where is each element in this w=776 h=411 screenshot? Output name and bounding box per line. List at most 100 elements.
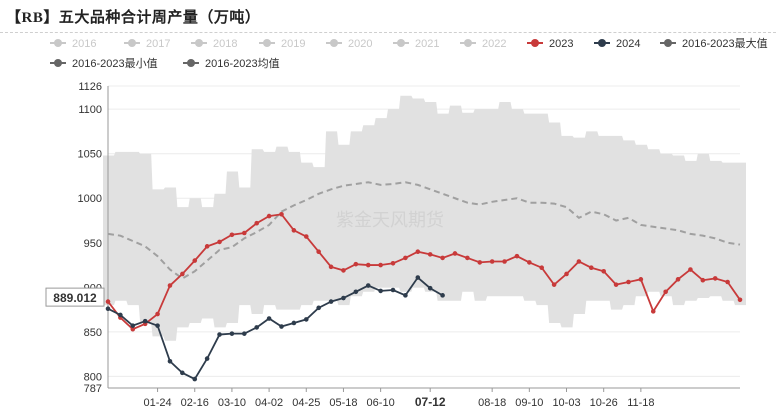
data-point-2023[interactable] (712, 276, 718, 281)
legend-item-2020[interactable]: 2020 (326, 38, 372, 50)
data-point-2023[interactable] (576, 259, 582, 264)
data-point-2024[interactable] (229, 331, 235, 336)
data-point-2023[interactable] (415, 249, 421, 254)
legend-item-2016-2023最小值[interactable]: 2016-2023最小值 (50, 57, 158, 70)
data-point-2024[interactable] (254, 325, 260, 330)
legend-item-2016-2023最大值[interactable]: 2016-2023最大值 (660, 36, 768, 50)
data-point-2024[interactable] (217, 332, 222, 337)
data-point-2024[interactable] (316, 305, 321, 311)
data-point-2024[interactable] (266, 316, 272, 321)
data-point-2023[interactable] (638, 277, 644, 282)
legend-item-2021[interactable]: 2021 (393, 38, 439, 50)
data-point-2023[interactable] (167, 283, 173, 288)
legend-item-2022[interactable]: 2022 (460, 38, 506, 50)
data-point-2023[interactable] (242, 230, 247, 236)
data-point-2023[interactable] (279, 211, 284, 217)
data-point-2024[interactable] (378, 288, 383, 294)
data-point-2023[interactable] (291, 228, 297, 233)
data-point-2024[interactable] (365, 283, 371, 288)
data-point-2023[interactable] (155, 311, 160, 317)
data-point-2023[interactable] (465, 255, 470, 261)
y-tick-label: 787 (84, 383, 102, 395)
legend-swatch-dot (128, 39, 136, 47)
data-point-2023[interactable] (192, 258, 198, 263)
data-point-2024[interactable] (303, 317, 309, 322)
data-point-2024[interactable] (291, 320, 297, 326)
y-pointer-box (45, 287, 105, 307)
data-point-2023[interactable] (514, 253, 520, 259)
data-point-2024[interactable] (353, 289, 359, 295)
data-point-2023[interactable] (564, 271, 569, 277)
data-point-2024[interactable] (403, 293, 408, 298)
data-point-2023[interactable] (601, 268, 606, 274)
legend-item-2016-2023均值[interactable]: 2016-2023均值 (183, 57, 280, 70)
data-point-2023[interactable] (737, 297, 743, 303)
data-point-2023[interactable] (105, 299, 111, 304)
data-point-2023[interactable] (663, 289, 668, 295)
data-point-2023[interactable] (365, 262, 371, 268)
data-point-2024[interactable] (105, 306, 111, 312)
data-point-2024[interactable] (204, 356, 210, 361)
data-point-2023[interactable] (675, 277, 681, 282)
x-pointer-label: 07-12 (415, 395, 446, 409)
series-line-2023 (107, 213, 741, 331)
x-tick-label: 10-03 (552, 397, 580, 409)
data-point-2024[interactable] (328, 299, 334, 304)
data-point-2023[interactable] (650, 309, 656, 314)
data-point-2023[interactable] (489, 259, 495, 264)
data-point-2023[interactable] (217, 239, 222, 245)
data-point-2023[interactable] (452, 251, 458, 256)
data-point-2023[interactable] (502, 259, 507, 264)
data-point-2023[interactable] (427, 252, 433, 257)
data-point-2023[interactable] (328, 264, 334, 270)
data-point-2023[interactable] (390, 260, 396, 266)
legend-item-2023[interactable]: 2023 (527, 38, 573, 50)
legend-item-2019[interactable]: 2019 (259, 38, 305, 50)
data-point-2024[interactable] (180, 370, 185, 376)
data-point-2024[interactable] (415, 275, 421, 280)
legend-item-2018[interactable]: 2018 (191, 38, 237, 50)
data-point-2023[interactable] (440, 255, 445, 261)
data-point-2023[interactable] (303, 234, 309, 239)
legend-swatch-dot (195, 39, 203, 47)
data-point-2023[interactable] (527, 260, 532, 265)
legend-item-2016[interactable]: 2016 (50, 38, 96, 50)
data-point-2023[interactable] (539, 265, 545, 271)
y-tick-label: 1000 (78, 193, 102, 205)
data-point-2023[interactable] (341, 268, 346, 273)
data-point-2023[interactable] (130, 326, 136, 332)
data-point-2023[interactable] (204, 244, 210, 249)
data-point-2023[interactable] (378, 262, 383, 268)
data-point-2023[interactable] (266, 213, 272, 219)
data-point-2023[interactable] (403, 255, 408, 261)
data-point-2024[interactable] (167, 358, 173, 364)
legend-item-2017[interactable]: 2017 (124, 38, 170, 50)
data-point-2023[interactable] (700, 277, 706, 283)
data-point-2023[interactable] (613, 282, 619, 287)
data-point-2024[interactable] (155, 323, 160, 328)
data-point-2024[interactable] (390, 287, 396, 293)
data-point-2024[interactable] (118, 312, 123, 318)
data-point-2023[interactable] (551, 282, 557, 287)
legend-swatch-dot (330, 39, 338, 47)
data-point-2023[interactable] (477, 260, 483, 265)
data-point-2024[interactable] (242, 331, 247, 336)
data-point-2024[interactable] (279, 324, 284, 329)
data-point-2023[interactable] (626, 279, 631, 285)
data-point-2023[interactable] (688, 267, 693, 272)
data-point-2023[interactable] (588, 265, 594, 271)
data-point-2023[interactable] (229, 232, 235, 238)
data-point-2024[interactable] (192, 376, 198, 382)
data-point-2023[interactable] (353, 261, 359, 267)
data-point-2024[interactable] (440, 293, 445, 298)
data-point-2023[interactable] (316, 249, 321, 254)
data-point-2023[interactable] (180, 271, 185, 277)
data-point-2023[interactable] (254, 220, 260, 226)
legend-item-2024[interactable]: 2024 (594, 38, 640, 50)
data-point-2024[interactable] (130, 323, 136, 328)
data-point-2024[interactable] (341, 295, 346, 301)
legend-swatch-dot (598, 39, 606, 47)
data-point-2024[interactable] (142, 318, 148, 324)
data-point-2023[interactable] (725, 279, 730, 285)
data-point-2024[interactable] (427, 285, 433, 291)
